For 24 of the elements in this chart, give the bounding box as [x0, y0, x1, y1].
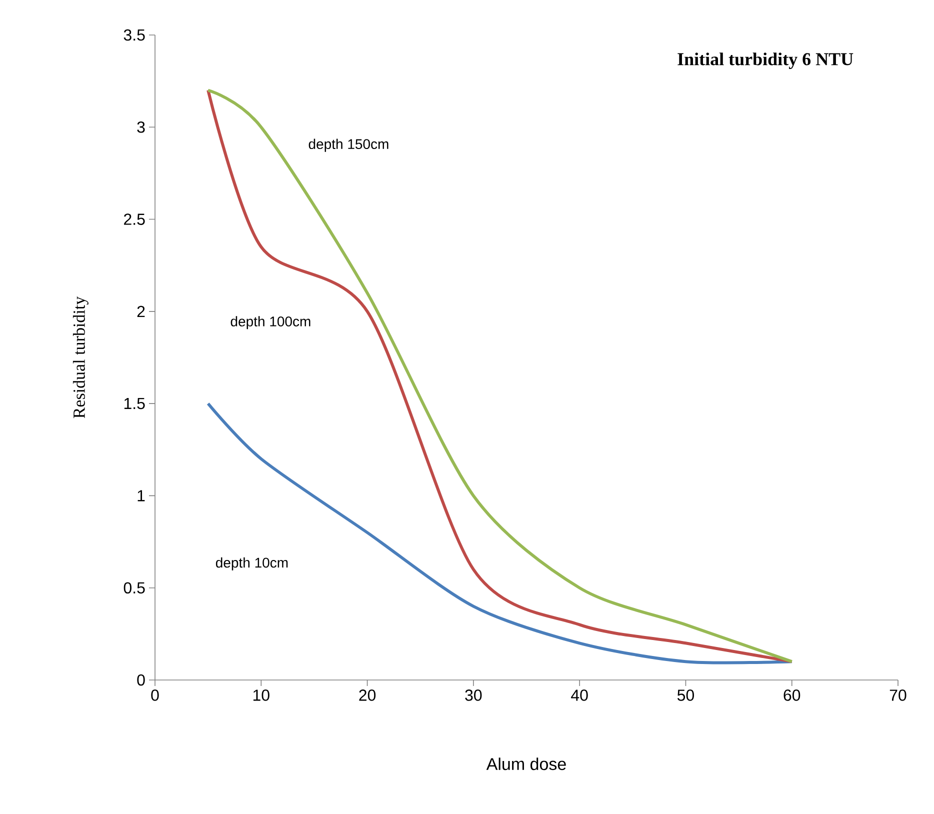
y-tick-label: 0.5: [124, 582, 145, 594]
y-tick-label: 3.5: [124, 29, 145, 41]
line-series: [206, 402, 794, 664]
y-tick-label: 2.5: [124, 214, 145, 225]
annotation: depth 100cm: [230, 316, 310, 330]
y-tick-label: 1.5: [124, 398, 145, 410]
annotation: depth 10cm: [216, 557, 288, 570]
y-tick-label: 0: [137, 674, 145, 686]
x-tick-label: 40: [571, 690, 588, 701]
x-axis-title: Alum dose: [486, 758, 566, 770]
x-tick-label: 10: [253, 690, 270, 701]
annotation: depth 150cm: [308, 138, 388, 152]
y-tick-label: 3: [137, 121, 145, 133]
text: Initial turbidity 6 NTU: [678, 52, 854, 69]
y-tick-label: 2: [137, 306, 145, 318]
x-tick-label: 0: [151, 690, 159, 701]
x-tick-label: 70: [890, 690, 906, 701]
y-tick-label: 1: [138, 490, 145, 502]
x-tick-label: 30: [465, 690, 482, 701]
y-axis-title: Residual turbidity: [72, 296, 88, 418]
x-tick-label: 50: [677, 690, 694, 701]
x-tick-label: 20: [359, 690, 376, 701]
line-series: [206, 88, 794, 664]
x-tick-label: 60: [784, 690, 800, 701]
